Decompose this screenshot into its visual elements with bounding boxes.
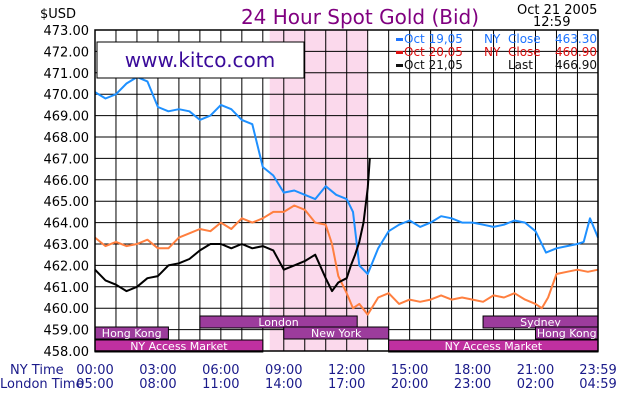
x-tick-label-london: 23:00	[454, 377, 491, 392]
legend-value: 460.90	[555, 45, 597, 59]
market-label: NY Access Market	[130, 340, 228, 353]
chart-title: 24 Hour Spot Gold (Bid)	[241, 5, 479, 29]
market-label: NY Access Market	[445, 340, 543, 353]
legend-kind: NY	[484, 32, 501, 46]
x-tick-label-ny: 15:00	[391, 363, 428, 378]
series-line	[94, 158, 371, 293]
x-tick-label-ny: 09:00	[265, 363, 302, 378]
market-label: Hong Kong	[537, 327, 597, 340]
legend-date: Oct 19,05	[404, 32, 463, 46]
ny-time-label: NY Time	[10, 363, 64, 378]
price-series	[94, 76, 599, 316]
x-tick-label-ny: 21:00	[517, 363, 554, 378]
market-bar	[199, 315, 358, 329]
legend-date: Oct 21,05	[404, 58, 463, 72]
y-tick-label: 465.00	[44, 195, 90, 210]
y-tick-label: 461.00	[44, 281, 90, 296]
y-tick-label: 459.00	[44, 324, 90, 339]
x-tick-label-ny: 23:59	[579, 363, 616, 378]
y-tick-label: 460.00	[44, 302, 90, 317]
unit-label: $USD	[40, 7, 76, 22]
legend-value: 466.90	[555, 58, 597, 72]
y-tick-label: 466.00	[44, 174, 90, 189]
market-label: New York	[311, 327, 362, 340]
legend-value: 463.30	[555, 32, 597, 46]
legend-swatch	[396, 51, 403, 54]
market-label: Hong Kong	[102, 327, 162, 340]
y-tick-label: 462.00	[44, 259, 90, 274]
x-tick-label-ny: 03:00	[139, 363, 176, 378]
y-tick-label: 468.00	[44, 131, 90, 146]
legend-label: Close	[508, 32, 541, 46]
legend-swatch	[396, 64, 403, 67]
y-tick-label: 470.00	[44, 88, 90, 103]
series-line	[94, 76, 599, 275]
x-tick-label-london: 20:00	[391, 377, 428, 392]
y-tick-label: 464.00	[44, 217, 90, 232]
plot-frame	[94, 29, 599, 352]
time-label: 12:59	[533, 15, 570, 30]
highlighted-period	[269, 30, 368, 351]
x-tick-label-london: 08:00	[139, 377, 176, 392]
legend-label: Last	[508, 58, 533, 72]
y-tick-label: 467.00	[44, 152, 90, 167]
x-tick-label-london: 05:00	[76, 377, 113, 392]
x-tick-label-ny: 18:00	[454, 363, 491, 378]
x-tick-label-london: 11:00	[202, 377, 239, 392]
london-time-label: London Time	[0, 377, 84, 392]
watermark-box	[96, 41, 305, 79]
x-tick-label-london: 02:00	[517, 377, 554, 392]
x-tick-label-london: 14:00	[265, 377, 302, 392]
market-label: Sydney	[520, 316, 561, 329]
y-tick-label: 473.00	[44, 24, 90, 39]
y-tick-label: 458.00	[44, 345, 90, 360]
legend-label: Close	[508, 45, 541, 59]
watermark: www.kitco.com	[125, 48, 276, 72]
date-label: Oct 21 2005	[517, 3, 597, 18]
y-tick-label: 463.00	[44, 238, 90, 253]
y-axis: 473.00 472.00 471.00 470.00 469.00 468.00 467.…	[44, 24, 90, 360]
x-tick-label-ny: 00:00	[76, 363, 113, 378]
y-tick-label: 472.00	[44, 45, 90, 60]
x-tick-label-ny: 06:00	[202, 363, 239, 378]
legend-kind: NY	[484, 45, 501, 59]
y-tick-label: 469.00	[44, 110, 90, 125]
x-tick-label-london: 04:59	[579, 377, 616, 392]
x-tick-label-london: 17:00	[328, 377, 365, 392]
series-line	[94, 204, 599, 316]
x-tick-label-ny: 12:00	[328, 363, 365, 378]
legend: Oct 19,05 NY Close 463.30 Oct 20,05 NY Close 46…	[396, 32, 597, 72]
y-tick-label: 471.00	[44, 67, 90, 82]
market-bar	[283, 326, 390, 340]
legend-date: Oct 20,05	[404, 45, 463, 59]
market-label: London	[258, 316, 298, 329]
legend-swatch	[396, 38, 403, 41]
